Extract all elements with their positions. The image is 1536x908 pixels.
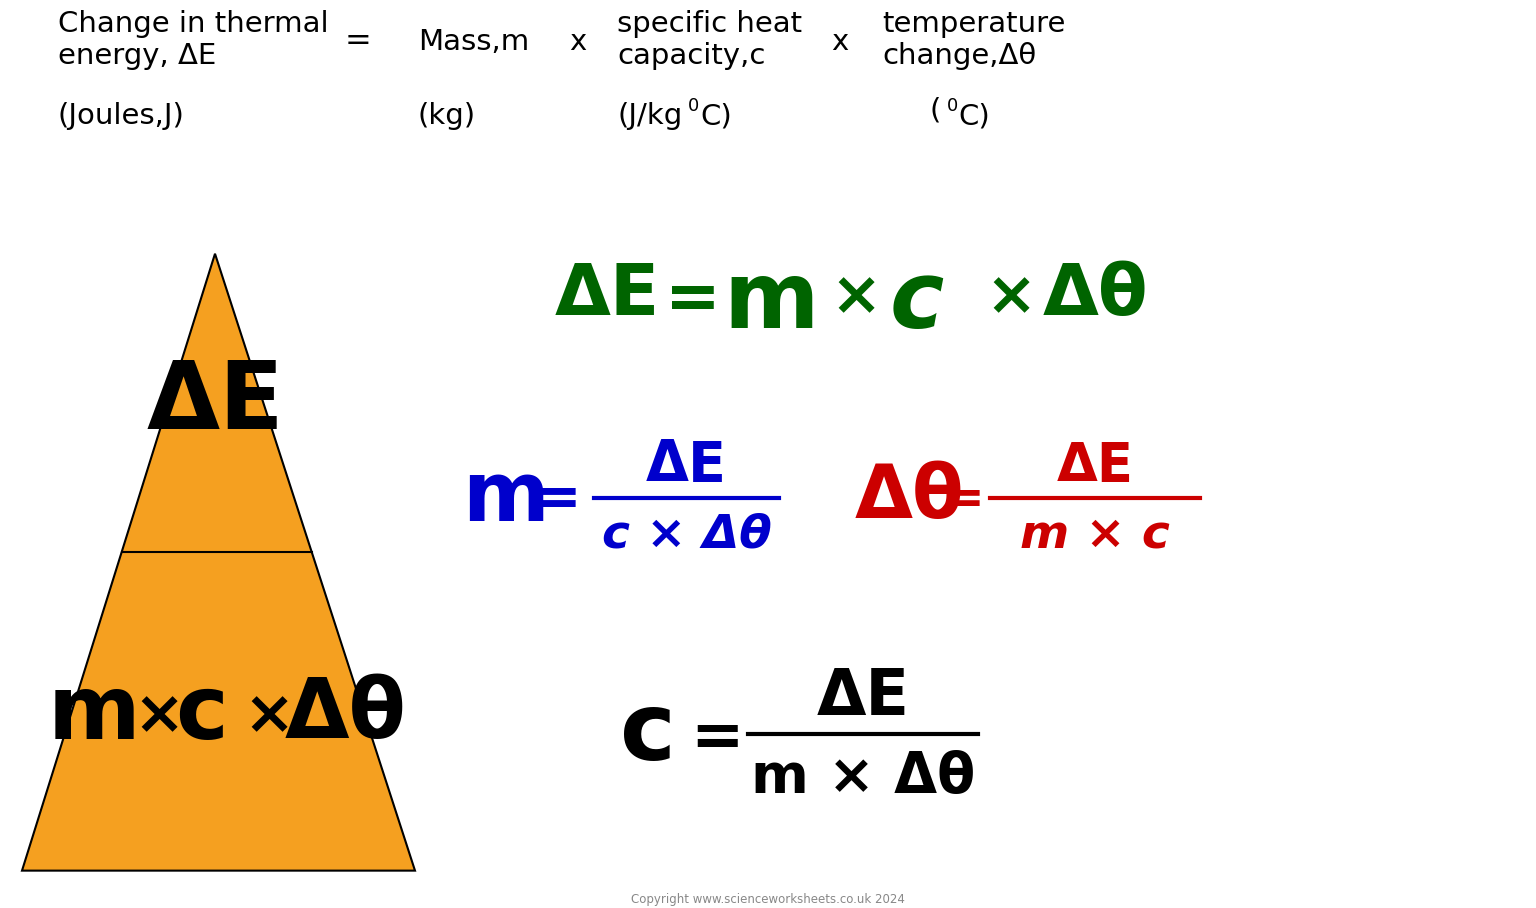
Text: c: c (621, 688, 676, 780)
Text: x: x (570, 28, 587, 56)
Text: ΔE: ΔE (817, 666, 909, 727)
Text: c: c (889, 257, 945, 347)
Text: temperature: temperature (882, 10, 1066, 38)
Text: ×: × (134, 687, 184, 745)
Text: ΔE: ΔE (554, 261, 660, 330)
Text: ΔE: ΔE (1057, 439, 1134, 491)
Text: ×: × (985, 269, 1037, 328)
Text: energy, ΔE: energy, ΔE (58, 42, 217, 70)
Text: m × c: m × c (1020, 513, 1170, 558)
Text: =: = (690, 707, 743, 769)
Text: ΔE: ΔE (647, 439, 727, 493)
Polygon shape (22, 253, 415, 871)
Text: ΔE: ΔE (146, 357, 284, 449)
Text: C): C) (700, 103, 731, 131)
Text: m: m (48, 671, 141, 758)
Text: specific heat: specific heat (617, 10, 802, 38)
Text: ×: × (243, 687, 295, 745)
Text: change,Δθ: change,Δθ (882, 42, 1037, 70)
Text: c: c (175, 671, 227, 758)
Text: c × Δθ: c × Δθ (602, 513, 771, 558)
Text: x: x (831, 28, 848, 56)
Text: ×: × (829, 269, 882, 328)
Text: m × Δθ: m × Δθ (751, 751, 975, 805)
Text: =: = (665, 267, 720, 332)
Text: capacity,c: capacity,c (617, 42, 765, 70)
Text: (kg): (kg) (418, 103, 476, 131)
Text: =: = (945, 478, 985, 523)
Text: Δθ: Δθ (856, 461, 965, 534)
Text: =: = (535, 473, 581, 528)
Text: C): C) (958, 103, 989, 131)
Text: Copyright www.scienceworksheets.co.uk 2024: Copyright www.scienceworksheets.co.uk 20… (631, 893, 905, 905)
Text: Mass,m: Mass,m (418, 28, 530, 56)
Text: Δθ: Δθ (1043, 261, 1149, 330)
Text: 0: 0 (948, 96, 958, 114)
Text: 0: 0 (688, 96, 699, 114)
Text: (: ( (929, 96, 942, 124)
Text: Change in thermal: Change in thermal (58, 10, 329, 38)
Text: (Joules,J): (Joules,J) (58, 103, 184, 131)
Text: m: m (462, 457, 548, 538)
Text: m: m (723, 257, 819, 347)
Text: Δθ: Δθ (286, 674, 407, 755)
Text: (J/kg: (J/kg (617, 103, 682, 131)
Text: =: = (344, 25, 372, 57)
